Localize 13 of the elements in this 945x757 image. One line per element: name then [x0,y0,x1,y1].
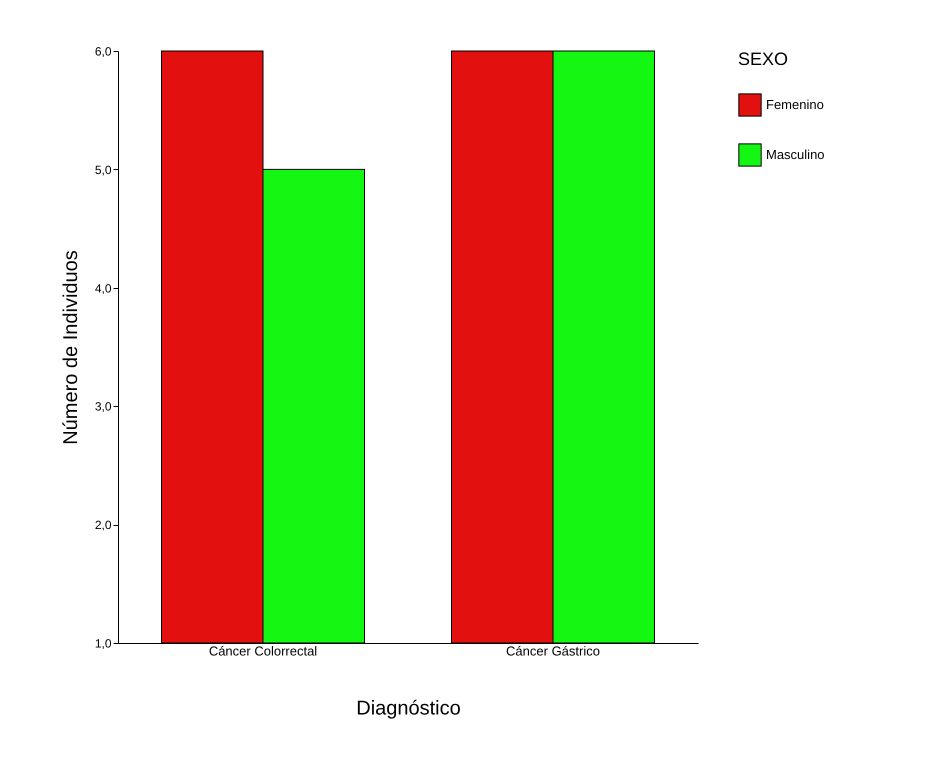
x-axis-title: Diagnóstico [356,698,461,720]
y-tick-label: 1,0 [94,636,112,650]
legend-label: Masculino [766,147,825,162]
y-tick-label: 4,0 [94,281,112,296]
y-tick-label: 3,0 [94,400,112,414]
x-tick-label: Cáncer Colorrectal [208,644,318,658]
y-tick-label: 2,0 [94,518,112,532]
legend-label: Femenino [766,97,824,112]
y-tick-label: 5,0 [94,162,112,177]
y-tick-label: 6,0 [94,44,112,58]
y-axis-title: Número de Individuos [60,250,82,445]
legend-title: SEXO [738,49,788,69]
x-tick-label: Cáncer Gástrico [506,644,600,658]
